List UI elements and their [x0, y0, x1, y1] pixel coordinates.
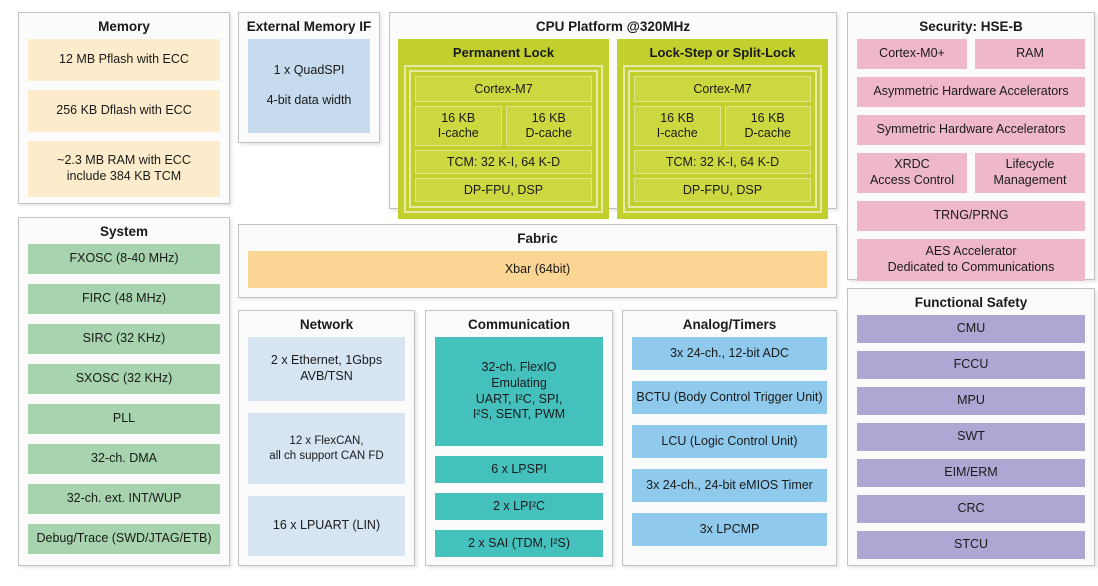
analog-item-lcu: LCU (Logic Control Unit) — [632, 425, 827, 458]
communication-item-lpi2c: 2 x LPI²C — [435, 493, 603, 520]
system-item-int-wup: 32-ch. ext. INT/WUP — [28, 484, 220, 514]
security-panel: Security: HSE-B Cortex-M0+ RAM Asymmetri… — [847, 12, 1095, 281]
cache-row: 16 KB I-cache 16 KB D-cache — [415, 106, 592, 146]
quadspi-label: 1 x QuadSPI — [273, 63, 345, 78]
safety-item-crc: CRC — [857, 495, 1085, 523]
security-item-cortex-m0: Cortex-M0+ — [857, 39, 967, 69]
memory-item-pflash: 12 MB Pflash with ECC — [28, 39, 220, 81]
security-item-xrdc: XRDC Access Control — [857, 153, 967, 193]
analog-item-emios: 3x 24-ch., 24-bit eMIOS Timer — [632, 469, 827, 502]
safety-item-swt: SWT — [857, 423, 1085, 451]
external-memory-quadspi-box: 1 x QuadSPI 4-bit data width — [248, 39, 370, 133]
memory-panel: Memory 12 MB Pflash with ECC 256 KB Dfla… — [18, 12, 230, 204]
cpu-platform-panel: CPU Platform @320MHz Permanent Lock Cort… — [389, 12, 837, 219]
security-item-trng: TRNG/PRNG — [857, 201, 1085, 231]
system-item-debug-trace: Debug/Trace (SWD/JTAG/ETB) — [28, 524, 220, 554]
security-item-symmetric: Symmetric Hardware Accelerators — [857, 115, 1085, 145]
network-item-lpuart: 16 x LPUART (LIN) — [248, 496, 405, 556]
safety-item-eim-erm: EIM/ERM — [857, 459, 1085, 487]
communication-item-sai: 2 x SAI (TDM, I²S) — [435, 530, 603, 557]
icache-box: 16 KB I-cache — [415, 106, 502, 146]
cpu-cluster-lockstep: Lock-Step or Split-Lock Cortex-M7 16 KB … — [617, 39, 828, 219]
data-width-label: 4-bit data width — [266, 93, 352, 107]
fabric-title: Fabric — [517, 231, 558, 246]
dcache-box: 16 KB D-cache — [505, 106, 592, 146]
system-item-dma: 32-ch. DMA — [28, 444, 220, 474]
fabric-body: Xbar (64bit) — [239, 251, 836, 297]
communication-panel: Communication 32-ch. FlexIO Emulating UA… — [425, 310, 613, 566]
system-item-sxosc: SXOSC (32 KHz) — [28, 364, 220, 394]
fpu-dsp-box: DP-FPU, DSP — [415, 178, 592, 202]
permanent-lock-title: Permanent Lock — [452, 45, 555, 60]
icache-box: 16 KB I-cache — [634, 106, 721, 146]
lockstep-stack: Cortex-M7 16 KB I-cache 16 KB D-cache TC… — [623, 65, 822, 213]
system-panel: System FXOSC (8-40 MHz) FIRC (48 MHz) SI… — [18, 217, 230, 566]
safety-item-cmu: CMU — [857, 315, 1085, 343]
analog-timers-panel: Analog/Timers 3x 24-ch., 12-bit ADC BCTU… — [622, 310, 837, 566]
system-item-pll: PLL — [28, 404, 220, 434]
analog-item-bctu: BCTU (Body Control Trigger Unit) — [632, 381, 827, 414]
security-title: Security: HSE-B — [919, 19, 1023, 34]
security-item-aes: AES Accelerator Dedicated to Communicati… — [857, 239, 1085, 281]
tcm-box: TCM: 32 K-I, 64 K-D — [634, 150, 811, 174]
cache-row: 16 KB I-cache 16 KB D-cache — [634, 106, 811, 146]
lockstep-core-frame: Cortex-M7 16 KB I-cache 16 KB D-cache TC… — [628, 70, 817, 208]
memory-body: 12 MB Pflash with ECC 256 KB Dflash with… — [19, 39, 229, 206]
dcache-box: 16 KB D-cache — [724, 106, 811, 146]
network-body: 2 x Ethernet, 1Gbps AVB/TSN 12 x FlexCAN… — [239, 337, 414, 565]
xbar-bus: Xbar (64bit) — [248, 251, 827, 288]
system-item-firc: FIRC (48 MHz) — [28, 284, 220, 314]
external-memory-body: 1 x QuadSPI 4-bit data width — [239, 39, 379, 142]
system-item-fxosc: FXOSC (8-40 MHz) — [28, 244, 220, 274]
functional-safety-panel: Functional Safety CMU FCCU MPU SWT EIM/E… — [847, 288, 1095, 566]
communication-body: 32-ch. FlexIO Emulating UART, I²C, SPI, … — [426, 337, 612, 566]
system-item-sirc: SIRC (32 KHz) — [28, 324, 220, 354]
analog-timers-title: Analog/Timers — [682, 317, 777, 332]
analog-item-lpcmp: 3x LPCMP — [632, 513, 827, 546]
tcm-box: TCM: 32 K-I, 64 K-D — [415, 150, 592, 174]
permanent-lock-core-frame: Cortex-M7 16 KB I-cache 16 KB D-cache TC… — [409, 70, 598, 208]
cpu-cluster-permanent-lock: Permanent Lock Cortex-M7 16 KB I-cache 1… — [398, 39, 609, 219]
lockstep-title: Lock-Step or Split-Lock — [649, 45, 796, 60]
memory-item-dflash: 256 KB Dflash with ECC — [28, 90, 220, 132]
security-body: Cortex-M0+ RAM Asymmetric Hardware Accel… — [848, 39, 1094, 290]
communication-item-lpspi: 6 x LPSPI — [435, 456, 603, 483]
network-item-flexcan: 12 x FlexCAN, all ch support CAN FD — [248, 413, 405, 484]
security-item-lifecycle: Lifecycle Management — [975, 153, 1085, 193]
communication-title: Communication — [467, 317, 570, 332]
cortex-m7-box: Cortex-M7 — [634, 76, 811, 102]
system-title: System — [99, 224, 149, 239]
cpu-platform-title: CPU Platform @320MHz — [535, 19, 691, 34]
memory-item-ram: ~2.3 MB RAM with ECC include 384 KB TCM — [28, 141, 220, 197]
security-row-core-ram: Cortex-M0+ RAM — [857, 39, 1085, 69]
analog-timers-body: 3x 24-ch., 12-bit ADC BCTU (Body Control… — [623, 337, 836, 565]
permanent-lock-stack: Cortex-M7 16 KB I-cache 16 KB D-cache TC… — [404, 65, 603, 213]
safety-item-fccu: FCCU — [857, 351, 1085, 379]
security-item-ram: RAM — [975, 39, 1085, 69]
network-item-ethernet: 2 x Ethernet, 1Gbps AVB/TSN — [248, 337, 405, 401]
security-item-asymmetric: Asymmetric Hardware Accelerators — [857, 77, 1085, 107]
analog-item-adc: 3x 24-ch., 12-bit ADC — [632, 337, 827, 370]
external-memory-panel: External Memory IF 1 x QuadSPI 4-bit dat… — [238, 12, 380, 143]
security-row-xrdc-lifecycle: XRDC Access Control Lifecycle Management — [857, 153, 1085, 193]
functional-safety-title: Functional Safety — [914, 295, 1028, 310]
fabric-panel: Fabric Xbar (64bit) — [238, 224, 837, 298]
system-body: FXOSC (8-40 MHz) FIRC (48 MHz) SIRC (32 … — [19, 244, 229, 565]
network-title: Network — [299, 317, 354, 332]
fpu-dsp-box: DP-FPU, DSP — [634, 178, 811, 202]
memory-title: Memory — [98, 19, 150, 34]
functional-safety-body: CMU FCCU MPU SWT EIM/ERM CRC STCU — [848, 315, 1094, 568]
safety-item-mpu: MPU — [857, 387, 1085, 415]
safety-item-stcu: STCU — [857, 531, 1085, 559]
cortex-m7-box: Cortex-M7 — [415, 76, 592, 102]
external-memory-title: External Memory IF — [246, 19, 372, 34]
network-panel: Network 2 x Ethernet, 1Gbps AVB/TSN 12 x… — [238, 310, 415, 566]
communication-item-flexio: 32-ch. FlexIO Emulating UART, I²C, SPI, … — [435, 337, 603, 446]
cpu-platform-body: Permanent Lock Cortex-M7 16 KB I-cache 1… — [390, 39, 836, 227]
